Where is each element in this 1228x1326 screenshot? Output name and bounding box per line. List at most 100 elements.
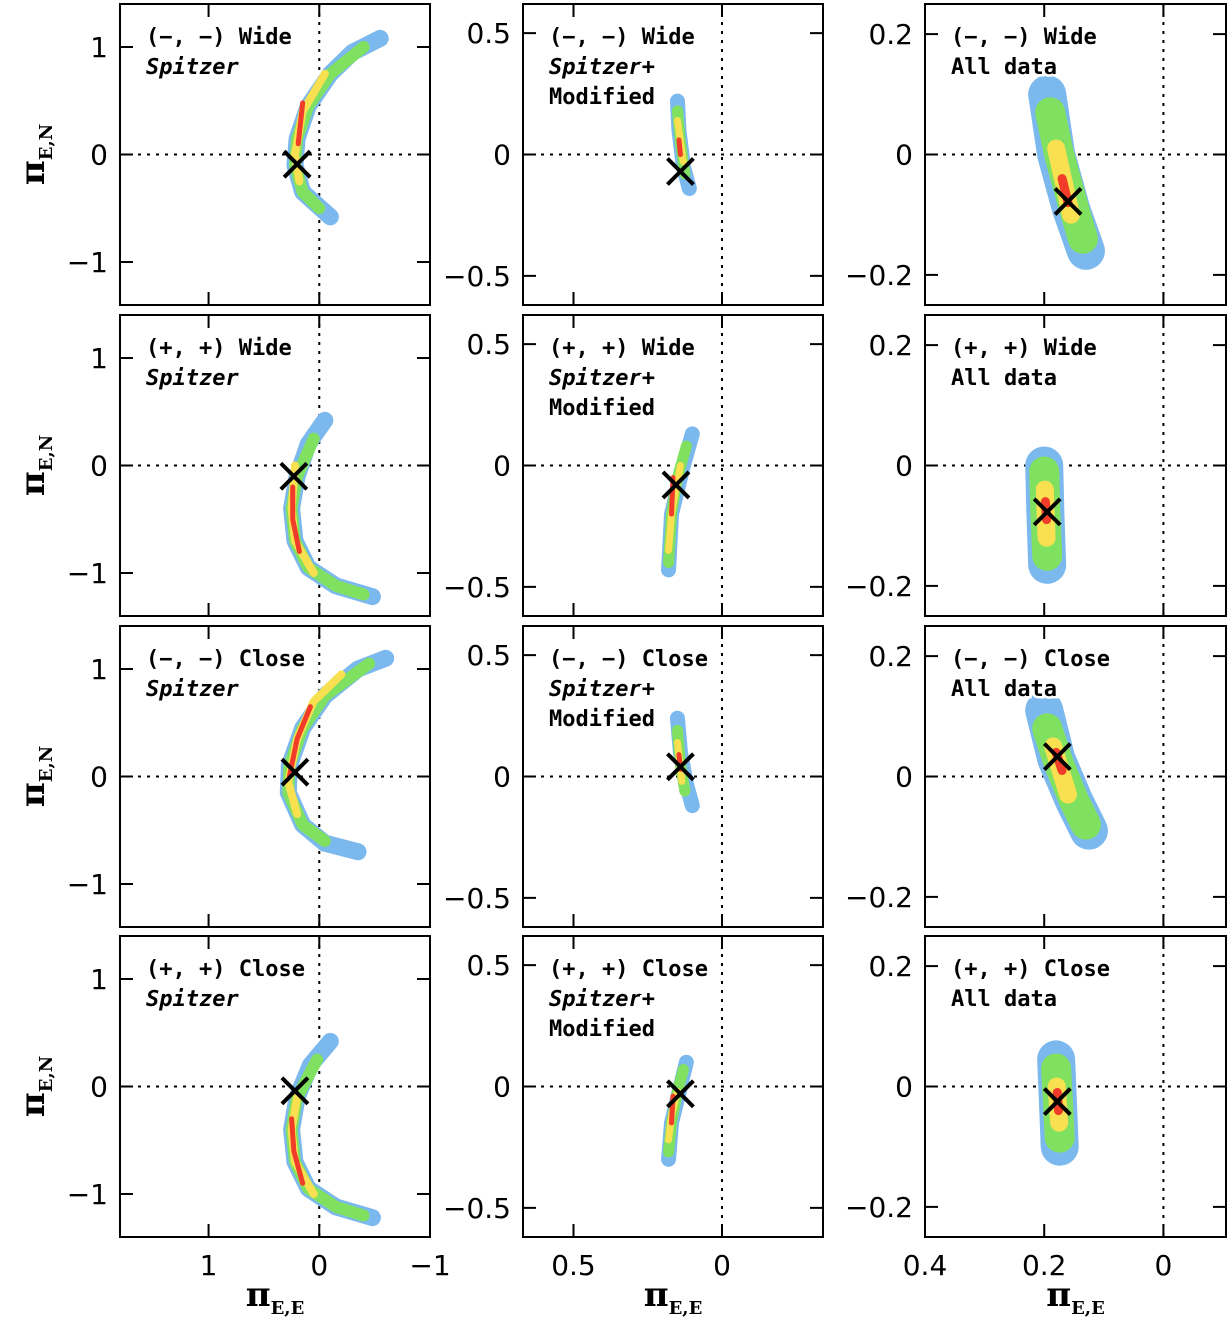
- panel-label-part: All data: [951, 677, 1057, 702]
- y-tick-label: 0: [90, 761, 108, 794]
- posterior-cloud: [289, 1116, 306, 1186]
- y-tick-label: 1: [90, 653, 108, 686]
- panel-label: Modified: [549, 1017, 655, 1042]
- y-axis-label: πE,N: [13, 435, 57, 496]
- y-tick-label: 0: [895, 1071, 913, 1104]
- panel: −0.2 0 0.2 (+, +) Wide All data: [845, 314, 1227, 617]
- panel-label-part: +: [642, 987, 655, 1012]
- panel-label-part: Modified: [549, 1017, 655, 1042]
- panel: −0.2 0 0.2 (−, −) Wide All data: [845, 3, 1227, 306]
- panel: −1 0 1 (−, −) Close Spitzer πE,N: [13, 625, 431, 928]
- best-fit-marker: [666, 752, 695, 782]
- axis-subscript: E,N: [36, 746, 57, 782]
- plot-area: [120, 626, 430, 927]
- plot-area: [523, 626, 823, 927]
- posterior-cloud: [676, 137, 683, 157]
- y-tick-label: 0.2: [868, 18, 913, 51]
- panel: −1 0 1 (−, −) Wide Spitzer πE,N: [13, 3, 431, 306]
- panel-label-part: Spitzer: [146, 677, 239, 702]
- panel-label: (−, −) Wide: [549, 25, 695, 50]
- panel-label: Spitzer: [146, 987, 239, 1012]
- y-tick-label: 0: [895, 761, 913, 794]
- x-tick-label: 0: [713, 1249, 731, 1282]
- cross-stroke: [1053, 187, 1083, 216]
- panel: −0.5 0 0.5 (+, +) Wide Spitzer+ Modified: [443, 314, 824, 617]
- y-tick-label: −0.5: [443, 260, 511, 293]
- panel-label-part: +: [642, 677, 655, 702]
- panel-label: Spitzer: [146, 55, 239, 80]
- axis-symbol: π: [13, 471, 53, 496]
- y-axis-label: πE,N: [13, 124, 57, 185]
- x-tick-label: 0.4: [903, 1249, 948, 1282]
- panel-label-part: +: [642, 366, 655, 391]
- axis-symbol: π: [13, 782, 53, 807]
- x-tick-label: 0.2: [1022, 1249, 1067, 1282]
- y-tick-label: 0: [493, 450, 511, 483]
- y-tick-label: 0: [90, 1071, 108, 1104]
- panel-label-part: Modified: [549, 85, 655, 110]
- x-tick-label: 0: [310, 1249, 328, 1282]
- panel-label-part: All data: [951, 366, 1057, 391]
- cross-stroke: [666, 157, 695, 186]
- plot-area: [523, 936, 823, 1237]
- best-fit-marker: [282, 149, 312, 179]
- y-tick-label: 0: [493, 139, 511, 172]
- panel-label-part: (−, −) Wide: [549, 25, 695, 50]
- panel-label: All data: [951, 987, 1057, 1012]
- y-tick-label: −0.2: [845, 1191, 913, 1224]
- best-fit-marker: [279, 461, 309, 491]
- panel-label-part: (+, +) Close: [951, 957, 1110, 982]
- panel-label-part: Spitzer: [146, 987, 239, 1012]
- y-tick-label: −0.5: [443, 882, 511, 915]
- best-fit-marker: [666, 157, 695, 186]
- panel-label-part: (−, −) Wide: [951, 25, 1097, 50]
- panel-label: (−, −) Close: [146, 647, 305, 672]
- x-tick-label: 0.5: [551, 1249, 596, 1282]
- cross-stroke: [280, 757, 310, 787]
- cross-stroke: [1042, 1087, 1072, 1116]
- posterior-cloud: [288, 41, 370, 215]
- y-tick-label: −0.5: [443, 1192, 511, 1225]
- panel: −0.2 0 0.2 (−, −) Close All data: [845, 625, 1227, 928]
- x-axis-label: πE,E: [246, 1275, 305, 1319]
- y-tick-label: −0.2: [845, 570, 913, 603]
- y-tick-label: −0.2: [845, 259, 913, 292]
- plot-area: [925, 936, 1226, 1237]
- y-tick-label: 0: [895, 139, 913, 172]
- panel-label: All data: [951, 677, 1057, 702]
- cross-stroke: [1042, 742, 1072, 772]
- y-tick-label: −0.2: [845, 881, 913, 914]
- best-fit-marker: [280, 757, 310, 787]
- panel-label-part: Spitzer: [146, 366, 239, 391]
- panel-label-part: (−, −) Close: [549, 647, 708, 672]
- panel-label-part: All data: [951, 987, 1057, 1012]
- panel-label-part: Spitzer: [146, 55, 239, 80]
- y-tick-label: 1: [90, 31, 108, 64]
- posterior-cloud: [286, 704, 313, 779]
- x-tick-label: −1: [409, 1249, 450, 1282]
- panel-label-part: (+, +) Wide: [549, 336, 695, 361]
- cross-stroke: [1032, 497, 1062, 527]
- panel-label: Spitzer: [146, 366, 239, 391]
- panel: −1 0 1 (+, +) Wide Spitzer πE,N: [13, 314, 431, 617]
- panel-label: Modified: [549, 396, 655, 421]
- panel-label-part: (−, −) Close: [146, 647, 305, 672]
- cross-stroke: [661, 470, 691, 500]
- axis-subscript: E,E: [669, 1298, 703, 1319]
- best-fit-marker: [280, 1076, 310, 1106]
- cross-stroke: [279, 461, 309, 491]
- panel-label: (−, −) Close: [549, 647, 708, 672]
- best-fit-marker: [666, 1079, 695, 1109]
- axis-subscript: E,E: [1071, 1298, 1105, 1319]
- panel: 0.4 0.2 0 −0.2 0 0.2 (+, +) Close All data πE,E: [845, 935, 1227, 1319]
- axis-subscript: E,N: [36, 435, 57, 471]
- panel-label: All data: [951, 366, 1057, 391]
- posterior-cloud: [295, 100, 306, 147]
- panel-label: (+, +) Wide: [951, 336, 1097, 361]
- plot-area: [925, 626, 1226, 927]
- panel-label: Spitzer+: [549, 366, 655, 391]
- axis-symbol: π: [13, 1092, 53, 1117]
- panel-label: (+, +) Wide: [549, 336, 695, 361]
- panel-label-part: Modified: [549, 396, 655, 421]
